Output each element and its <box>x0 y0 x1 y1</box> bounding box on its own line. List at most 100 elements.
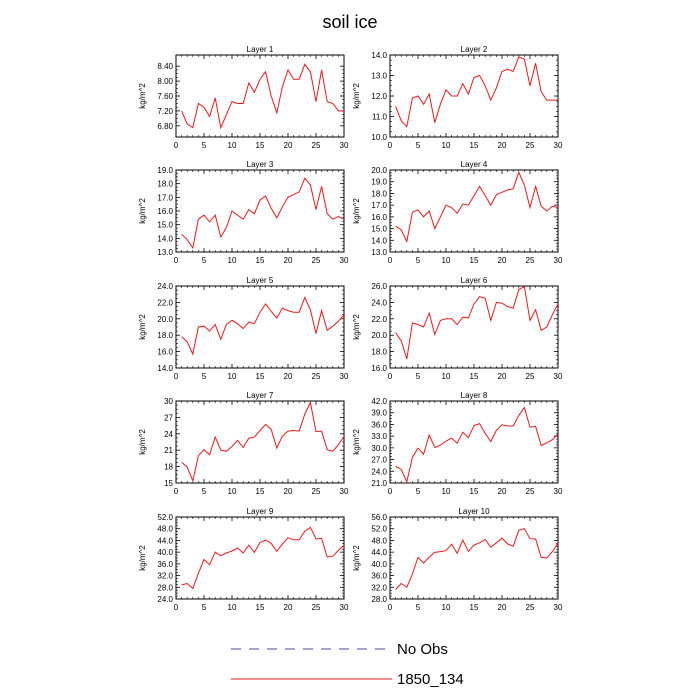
x-tick-label: 15 <box>256 372 265 381</box>
x-tick-label: 10 <box>228 372 237 381</box>
panel-title: Layer 1 <box>247 45 274 54</box>
x-tick-label: 30 <box>554 372 563 381</box>
series-line-1850-134 <box>395 56 558 128</box>
x-tick-label: 20 <box>284 372 293 381</box>
x-tick-label: 15 <box>256 487 265 496</box>
x-tick-label: 0 <box>388 256 393 265</box>
y-tick-label: 36.0 <box>371 572 387 581</box>
chart-panel-layer-9: Layer 9 0 5 10 15 20 25 30 24.0 28.0 32.0 36.0 40.0 4… <box>138 507 349 612</box>
y-axis-label: kg/m^2 <box>352 83 361 109</box>
x-tick-label: 5 <box>202 487 207 496</box>
x-tick-label: 10 <box>228 141 237 150</box>
chart-panel-layer-10: Layer 10 0 5 10 15 20 25 30 28.0 32.0 36.0 40.0 44.0… <box>352 507 563 612</box>
x-tick-label: 10 <box>442 141 451 150</box>
plot-frame <box>389 516 559 600</box>
x-tick-label: 10 <box>228 603 237 612</box>
y-tick-label: 6.80 <box>157 122 173 131</box>
y-tick-label: 44.0 <box>157 536 173 545</box>
x-tick-label: 15 <box>470 603 479 612</box>
y-tick-label: 15 <box>164 479 173 488</box>
y-tick-label: 12.0 <box>371 92 387 101</box>
panel-title: Layer 9 <box>247 507 274 516</box>
x-tick-label: 20 <box>498 603 507 612</box>
x-tick-label: 5 <box>202 256 207 265</box>
x-tick-label: 20 <box>284 256 293 265</box>
y-tick-label: 13.0 <box>371 248 387 257</box>
x-tick-label: 10 <box>228 256 237 265</box>
y-tick-label: 14.0 <box>157 234 173 243</box>
y-tick-label: 13.0 <box>157 248 173 257</box>
y-tick-label: 44.0 <box>371 548 387 557</box>
legend: No Obs 1850_134 <box>231 641 464 688</box>
chart-panel-layer-3: Layer 3 0 5 10 15 20 25 30 13.0 14.0 15.0 16.0 17.0 1… <box>138 160 349 265</box>
y-tick-label: 8.40 <box>157 62 173 71</box>
x-tick-label: 30 <box>340 603 349 612</box>
x-tick-label: 25 <box>526 372 535 381</box>
y-axis-label: kg/m^2 <box>352 429 361 455</box>
x-tick-label: 15 <box>470 372 479 381</box>
y-tick-label: 18.0 <box>157 180 173 189</box>
y-axis-label: kg/m^2 <box>138 314 147 340</box>
series-line-1850-134 <box>395 286 559 360</box>
x-tick-label: 30 <box>554 141 563 150</box>
y-tick-label: 48.0 <box>371 536 387 545</box>
x-tick-label: 20 <box>498 372 507 381</box>
plot-frame <box>175 516 345 600</box>
x-tick-label: 25 <box>526 603 535 612</box>
x-tick-label: 30 <box>554 256 563 265</box>
series-line-1850-134 <box>181 63 344 130</box>
y-tick-label: 24.0 <box>371 298 387 307</box>
x-tick-label: 10 <box>442 256 451 265</box>
series-line-1850-134 <box>181 526 345 590</box>
y-tick-label: 19.0 <box>157 166 173 175</box>
y-tick-label: 52.0 <box>371 525 387 534</box>
plot-frame <box>175 54 345 138</box>
y-tick-label: 24.0 <box>157 595 173 604</box>
y-tick-label: 24.0 <box>371 467 387 476</box>
y-tick-label: 28.0 <box>157 583 173 592</box>
y-tick-label: 13.0 <box>371 72 387 81</box>
x-tick-label: 25 <box>526 141 535 150</box>
y-tick-label: 10.0 <box>371 133 387 142</box>
y-tick-label: 39.0 <box>371 409 387 418</box>
x-tick-label: 15 <box>256 603 265 612</box>
series-line-1850-134 <box>395 406 559 484</box>
x-tick-label: 10 <box>442 372 451 381</box>
x-tick-label: 30 <box>340 141 349 150</box>
chart-panel-layer-2: Layer 2 0 5 10 15 20 25 30 10.0 11.0 12.0 13.0 14.0 k… <box>352 45 563 150</box>
y-tick-label: 48.0 <box>157 525 173 534</box>
x-tick-label: 25 <box>312 372 321 381</box>
y-tick-label: 27 <box>164 413 173 422</box>
x-tick-label: 5 <box>202 141 207 150</box>
plot-frame <box>389 285 559 369</box>
panel-title: Layer 6 <box>461 276 488 285</box>
y-tick-label: 33.0 <box>371 432 387 441</box>
figure-title: soil ice <box>322 12 377 32</box>
plot-frame <box>175 400 345 484</box>
y-tick-label: 20.0 <box>157 315 173 324</box>
y-tick-label: 24.0 <box>157 282 173 291</box>
plot-frame <box>175 169 345 253</box>
x-tick-label: 15 <box>470 141 479 150</box>
y-tick-label: 27.0 <box>371 456 387 465</box>
y-tick-label: 7.60 <box>157 92 173 101</box>
panel-title: Layer 8 <box>461 391 488 400</box>
panel-grid: Layer 10 5 10 15 20 25 306.807.207.608.008.40k… <box>138 45 563 612</box>
y-tick-label: 30.0 <box>371 444 387 453</box>
y-tick-label: 52.0 <box>157 513 173 522</box>
y-axis-label: kg/m^2 <box>138 429 147 455</box>
x-tick-label: 15 <box>256 141 265 150</box>
x-tick-label: 0 <box>388 372 393 381</box>
y-tick-label: 42.0 <box>371 397 387 406</box>
y-tick-label: 40.0 <box>371 560 387 569</box>
panel-title: Layer 7 <box>247 391 274 400</box>
panel-title: Layer 3 <box>247 160 274 169</box>
x-tick-label: 20 <box>284 141 293 150</box>
x-tick-label: 20 <box>284 603 293 612</box>
y-tick-label: 22.0 <box>371 315 387 324</box>
y-tick-label: 14.0 <box>371 51 387 60</box>
x-tick-label: 25 <box>312 141 321 150</box>
y-axis-label: kg/m^2 <box>352 314 361 340</box>
y-tick-label: 36.0 <box>371 420 387 429</box>
